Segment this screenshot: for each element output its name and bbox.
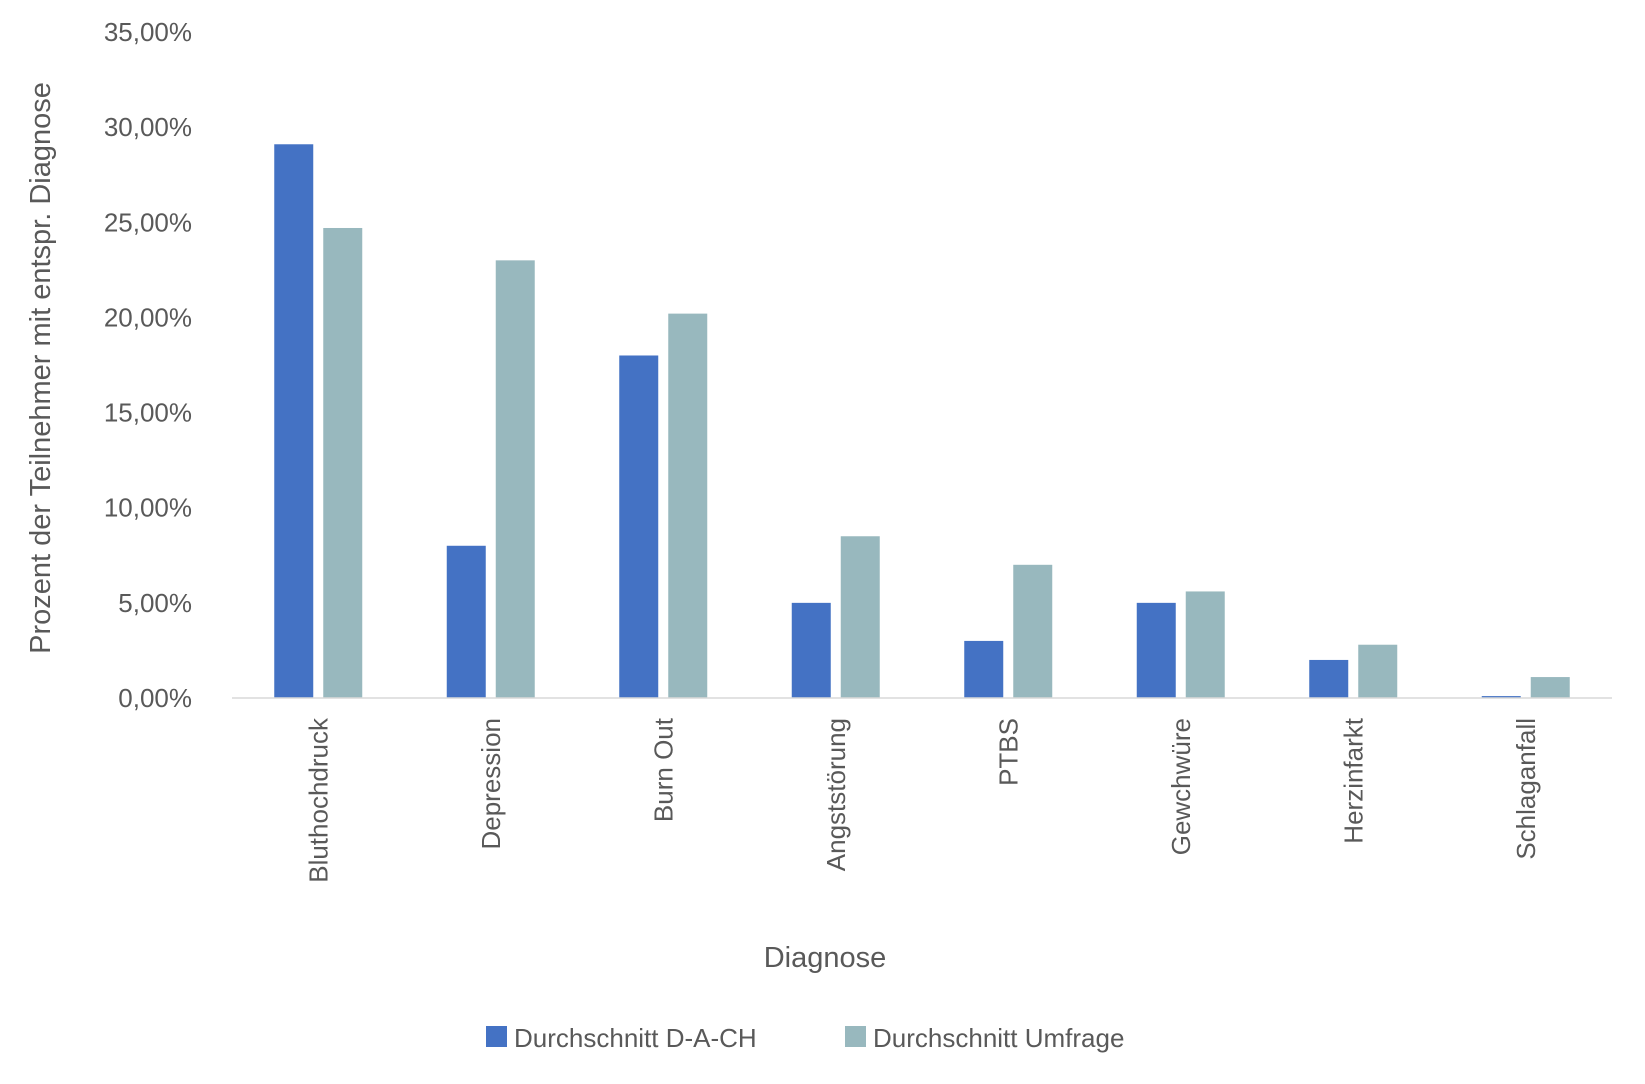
bar-umfrage bbox=[1013, 564, 1053, 698]
x-axis-category-labels: Bluthochdruck Depression Burn Out Angststör… bbox=[303, 717, 1541, 883]
bar-dach bbox=[1136, 602, 1176, 698]
legend-swatch bbox=[845, 1026, 866, 1047]
x-category-label: Depression bbox=[476, 718, 506, 850]
x-category-label: PTBS bbox=[993, 718, 1023, 786]
bar-dach bbox=[619, 355, 659, 698]
y-tick-label: 10,00% bbox=[104, 493, 192, 523]
y-tick-label: 35,00% bbox=[104, 17, 192, 47]
bar-umfrage bbox=[1185, 591, 1225, 698]
legend-swatch bbox=[486, 1026, 507, 1047]
y-axis-title: Prozent der Teilnehmer mit entspr. Diagn… bbox=[25, 82, 57, 654]
bar-umfrage bbox=[668, 313, 708, 698]
bar-umfrage bbox=[1530, 677, 1570, 698]
bar-umfrage bbox=[840, 536, 880, 698]
x-category-label: Bluthochdruck bbox=[303, 717, 333, 883]
y-tick-label: 20,00% bbox=[104, 302, 192, 332]
bar-dach bbox=[446, 545, 486, 698]
bar-umfrage bbox=[1358, 644, 1398, 698]
y-tick-label: 15,00% bbox=[104, 398, 192, 428]
bar-dach bbox=[964, 640, 1004, 698]
y-tick-label: 5,00% bbox=[118, 588, 192, 618]
y-tick-label: 25,00% bbox=[104, 207, 192, 237]
bar-umfrage bbox=[495, 260, 535, 698]
x-category-label: Burn Out bbox=[648, 717, 678, 822]
bar-dach bbox=[274, 144, 314, 699]
legend-label: Durchschnitt Umfrage bbox=[873, 1023, 1124, 1053]
x-category-label: Schlaganfall bbox=[1511, 718, 1541, 860]
y-tick-label: 0,00% bbox=[118, 683, 192, 713]
bar-umfrage bbox=[323, 227, 363, 698]
x-category-label: Angststörung bbox=[821, 718, 851, 871]
bar-dach bbox=[1309, 659, 1349, 698]
x-axis-title: Diagnose bbox=[764, 942, 887, 974]
y-axis-ticks: 0,00% 5,00% 10,00% 15,00% 20,00% 25,00% 30,00%… bbox=[104, 17, 192, 713]
legend-label: Durchschnitt D-A-CH bbox=[514, 1023, 757, 1053]
bar-dach bbox=[1481, 696, 1521, 698]
x-category-label: Herzinfarkt bbox=[1338, 717, 1368, 843]
legend: Durchschnitt D-A-CH Durchschnitt Umfrage bbox=[486, 1023, 1124, 1053]
bars bbox=[274, 144, 1570, 699]
y-tick-label: 30,00% bbox=[104, 112, 192, 142]
x-category-label: Gewchwüre bbox=[1166, 718, 1196, 855]
bar-dach bbox=[791, 602, 831, 698]
